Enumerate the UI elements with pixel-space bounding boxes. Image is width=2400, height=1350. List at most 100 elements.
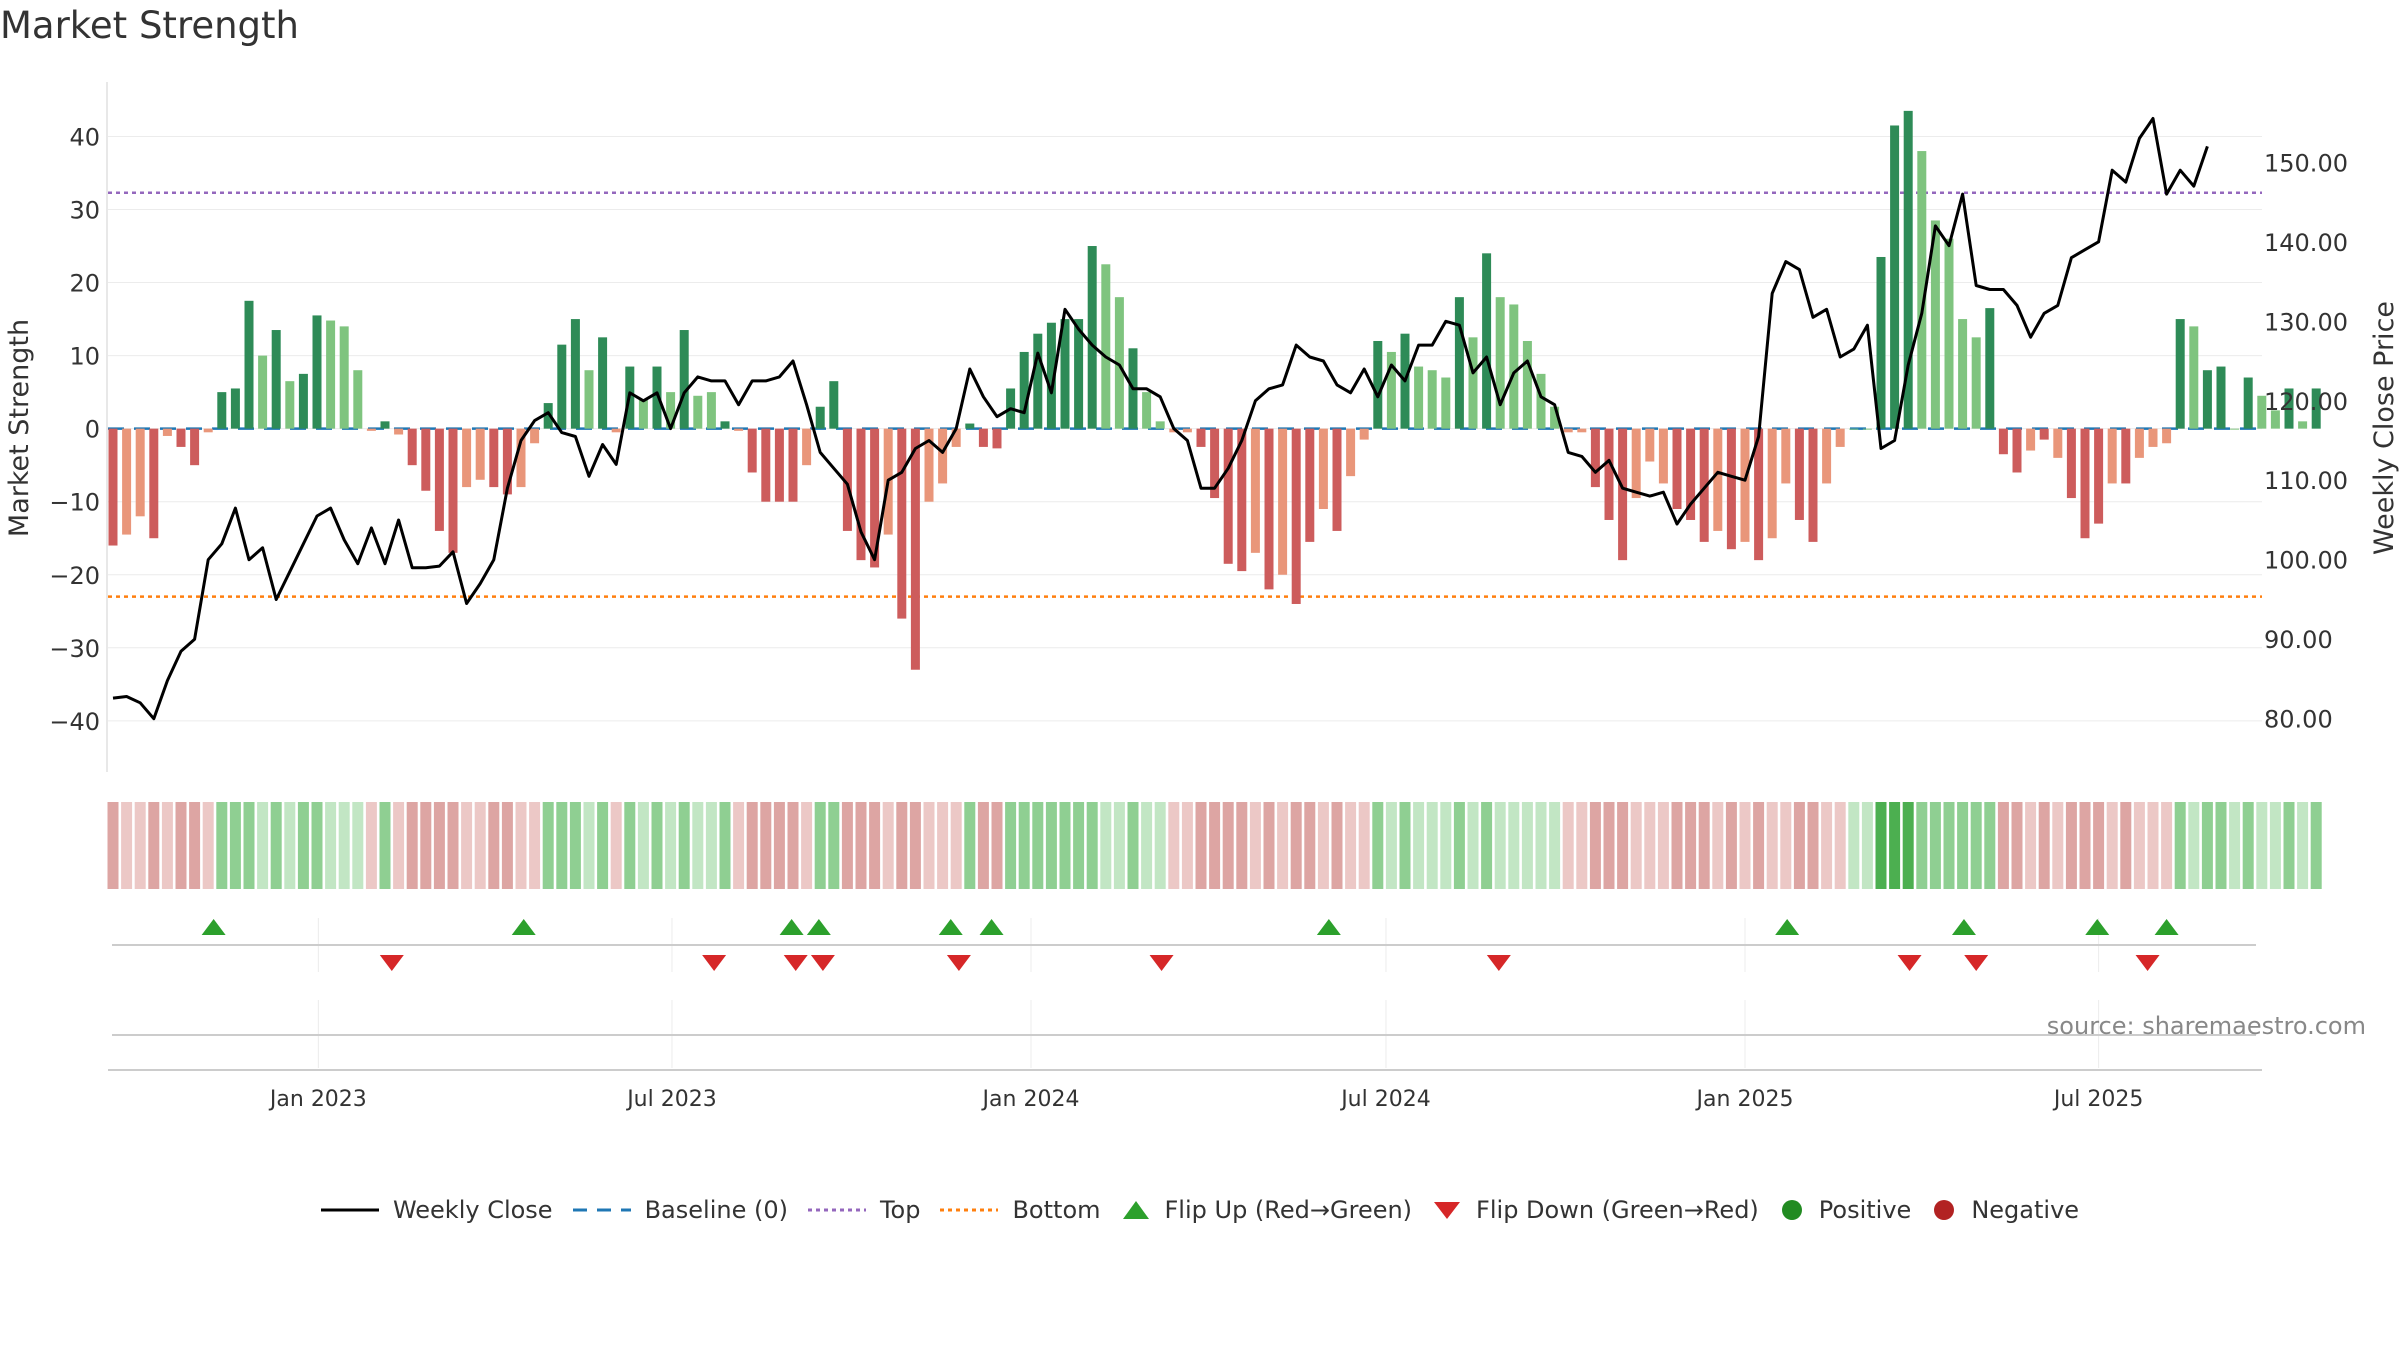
regime-cell: [297, 802, 309, 889]
flip-down-marker: [2135, 955, 2160, 971]
strength-bar: [1318, 428, 1328, 510]
strength-bar: [2202, 370, 2212, 429]
regime-cell: [447, 802, 459, 889]
legend-dot-swatch: [940, 1208, 999, 1212]
strength-bar: [1060, 319, 1070, 429]
regime-cell: [325, 802, 337, 889]
strength-bar: [1876, 256, 1886, 429]
regime-cell: [2120, 802, 2132, 889]
flip-up-marker: [779, 919, 804, 935]
flip-down-marker: [702, 955, 727, 971]
regime-cell: [1413, 802, 1425, 889]
regime-cell: [2297, 802, 2309, 889]
regime-cell: [1086, 802, 1098, 889]
y2-tick-label: 140.00: [2264, 229, 2348, 257]
regime-cell: [2133, 802, 2145, 889]
regime-cell: [1970, 802, 1982, 889]
strength-bar: [666, 392, 676, 429]
strength-bar: [1794, 428, 1804, 520]
regime-cell: [1848, 802, 1860, 889]
strength-bar: [1604, 428, 1614, 520]
strength-bar: [842, 428, 852, 531]
regime-cell: [1508, 802, 1520, 889]
strength-bar: [434, 428, 444, 531]
strength-bar: [910, 428, 920, 670]
regime-cell: [189, 802, 201, 889]
flip-up-marker: [1775, 919, 1800, 935]
strength-bar: [339, 326, 349, 429]
strength-bar: [1087, 246, 1097, 429]
regime-cell: [1834, 802, 1846, 889]
strength-bar: [516, 428, 526, 488]
strength-bar: [584, 370, 594, 429]
strength-bar: [2012, 428, 2022, 473]
strength-bar: [679, 330, 689, 429]
legend-flip-up: Flip Up (Red→Green): [1121, 1196, 1412, 1224]
strength-bar: [1291, 428, 1301, 604]
y2-tick-label: 130.00: [2264, 308, 2348, 336]
strength-bar: [1862, 428, 1872, 430]
regime-cell: [882, 802, 894, 889]
strength-bar: [489, 428, 499, 488]
regime-cell: [1481, 802, 1493, 889]
regime-cell: [420, 802, 432, 889]
regime-cell: [1943, 802, 1955, 889]
regime-cell: [1168, 802, 1180, 889]
strength-bar: [924, 428, 934, 502]
regime-cell: [1222, 802, 1234, 889]
strength-bar: [530, 428, 540, 444]
regime-cell: [733, 802, 745, 889]
strength-bar: [394, 428, 404, 435]
strength-bar: [1958, 319, 1968, 429]
strength-bar: [557, 344, 567, 429]
flip-down-marker: [783, 955, 808, 971]
regime-cell: [175, 802, 187, 889]
strength-bar: [366, 428, 376, 431]
legend-label: Positive: [1818, 1196, 1912, 1224]
legend-dot-swatch: [807, 1208, 866, 1212]
strength-bar: [856, 428, 866, 561]
strength-bar: [1835, 428, 1845, 447]
flip-up-marker: [806, 919, 831, 935]
strength-bar: [217, 392, 227, 429]
strength-bar: [1686, 428, 1696, 520]
strength-bar: [1223, 428, 1233, 564]
regime-cell: [1725, 802, 1737, 889]
strength-bar: [1019, 351, 1029, 429]
regime-cell: [1535, 802, 1547, 889]
regime-cell: [1576, 802, 1588, 889]
regime-cell: [1141, 802, 1153, 889]
regime-cell: [1821, 802, 1833, 889]
regime-cell: [121, 802, 133, 889]
strength-bar: [1468, 337, 1478, 429]
x-tick-label: Jul 2024: [1339, 1087, 1431, 1112]
strength-bar: [1890, 125, 1900, 429]
triangle-down-icon: [1434, 1202, 1461, 1219]
strength-bar: [1332, 428, 1342, 531]
x-tick-label: Jan 2024: [981, 1087, 1080, 1112]
legend-baseline: Baseline (0): [572, 1196, 788, 1224]
strength-bar: [693, 395, 703, 429]
regime-cell: [2242, 802, 2254, 889]
strength-bar: [1985, 308, 1995, 429]
strength-bar: [1182, 428, 1192, 433]
x-tick-label: Jan 2025: [1695, 1087, 1794, 1112]
strength-bar: [108, 428, 118, 546]
y-tick-label: 10: [69, 343, 100, 371]
strength-bar: [2094, 428, 2104, 524]
regime-cell: [2093, 802, 2105, 889]
strength-bar: [1142, 392, 1152, 429]
legend-dash-swatch: [572, 1208, 631, 1212]
strength-bar: [162, 428, 172, 436]
regime-cell: [1807, 802, 1819, 889]
y2-tick-label: 120.00: [2264, 388, 2348, 416]
y2-tick-label: 110.00: [2264, 467, 2348, 495]
strength-bar: [2311, 388, 2321, 429]
regime-cell: [1589, 802, 1601, 889]
strength-bar: [774, 428, 784, 502]
regime-cell: [529, 802, 541, 889]
legend-label: Negative: [1971, 1196, 2080, 1224]
regime-cell: [896, 802, 908, 889]
regime-cell: [406, 802, 418, 889]
y2-tick-label: 150.00: [2264, 149, 2348, 177]
